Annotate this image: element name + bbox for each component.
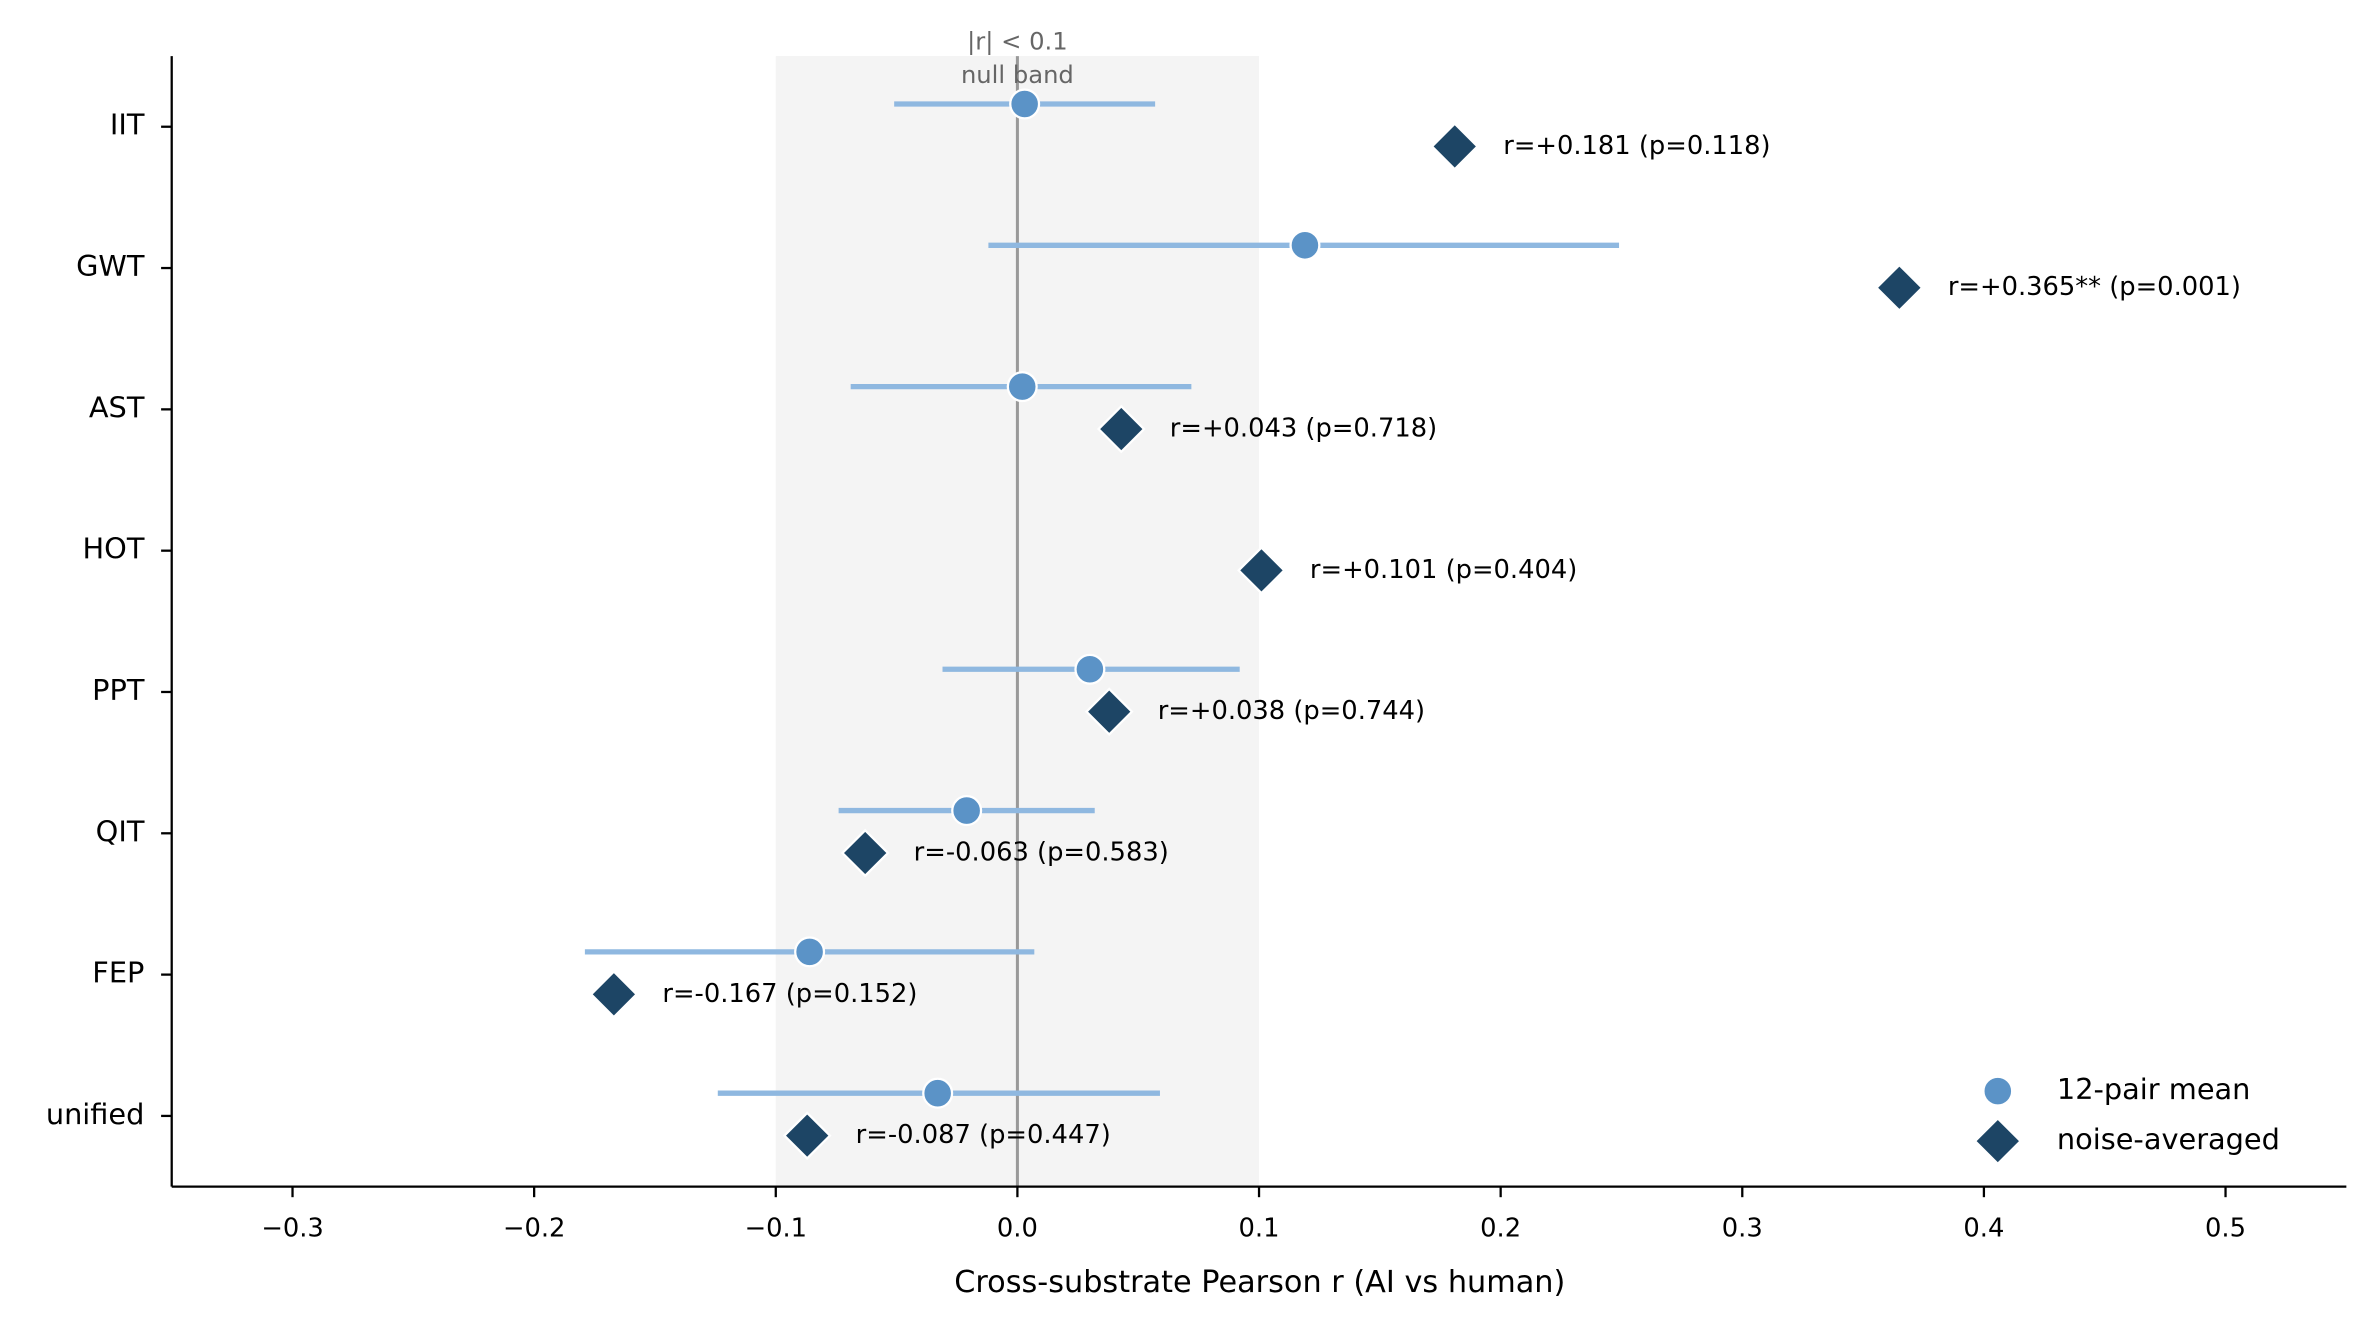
- value-label: r=+0.043 (p=0.718): [1170, 414, 1437, 444]
- x-tick-label: 0.1: [1239, 1214, 1280, 1244]
- legend-label: 12-pair mean: [2057, 1072, 2251, 1106]
- y-tick-label: unified: [46, 1097, 145, 1131]
- mean-dot: [1006, 371, 1038, 403]
- noise-diamond: [782, 1111, 832, 1160]
- legend-label: noise-averaged: [2057, 1122, 2280, 1156]
- noise-diamond: [1084, 687, 1134, 737]
- value-label: r=-0.087 (p=0.447): [856, 1120, 1111, 1150]
- value-label: r=-0.167 (p=0.152): [662, 979, 917, 1009]
- y-tick-label: HOT: [83, 532, 145, 566]
- mean-dot: [1009, 88, 1041, 120]
- y-tick-label: IIT: [110, 108, 145, 142]
- mean-dot: [922, 1077, 954, 1109]
- x-tick-label: 0.4: [1963, 1214, 2004, 1244]
- noise-diamond: [589, 969, 639, 1019]
- noise-diamond: [1875, 263, 1924, 313]
- noise-diamond: [840, 828, 890, 878]
- legend-marker: [1982, 1075, 2014, 1107]
- mean-dot: [1289, 229, 1321, 261]
- y-tick-label: GWT: [76, 249, 145, 283]
- y-tick-label: AST: [89, 390, 145, 424]
- y-tick-label: PPT: [92, 673, 145, 707]
- noise-diamond: [1430, 122, 1480, 171]
- noise-diamond: [1237, 546, 1286, 595]
- value-label: r=+0.101 (p=0.404): [1310, 555, 1577, 585]
- x-axis-label: Cross-substrate Pearson r (AI vs human): [954, 1265, 1565, 1300]
- value-label: r=+0.181 (p=0.118): [1503, 131, 1770, 161]
- mean-dot: [1074, 653, 1106, 685]
- x-tick-label: −0.1: [745, 1214, 808, 1244]
- band-label: |r| < 0.1: [967, 26, 1068, 55]
- x-tick-label: 0.0: [997, 1214, 1038, 1244]
- band-label: null band: [961, 60, 1074, 89]
- value-label: r=-0.063 (p=0.583): [914, 837, 1169, 867]
- mean-dot: [794, 936, 826, 968]
- x-tick-label: 0.2: [1480, 1214, 1521, 1244]
- mean-dot: [951, 795, 983, 827]
- legend-marker: [1973, 1116, 2023, 1166]
- y-tick-label: QIT: [96, 814, 145, 848]
- value-label: r=+0.365** (p=0.001): [1948, 272, 2241, 302]
- noise-diamond: [1096, 404, 1146, 454]
- x-tick-label: 0.5: [2205, 1214, 2246, 1244]
- value-label: r=+0.038 (p=0.744): [1158, 696, 1425, 726]
- x-tick-label: −0.3: [261, 1214, 324, 1244]
- x-tick-label: −0.2: [503, 1214, 566, 1244]
- x-tick-label: 0.3: [1722, 1214, 1763, 1244]
- y-tick-label: FEP: [92, 956, 144, 990]
